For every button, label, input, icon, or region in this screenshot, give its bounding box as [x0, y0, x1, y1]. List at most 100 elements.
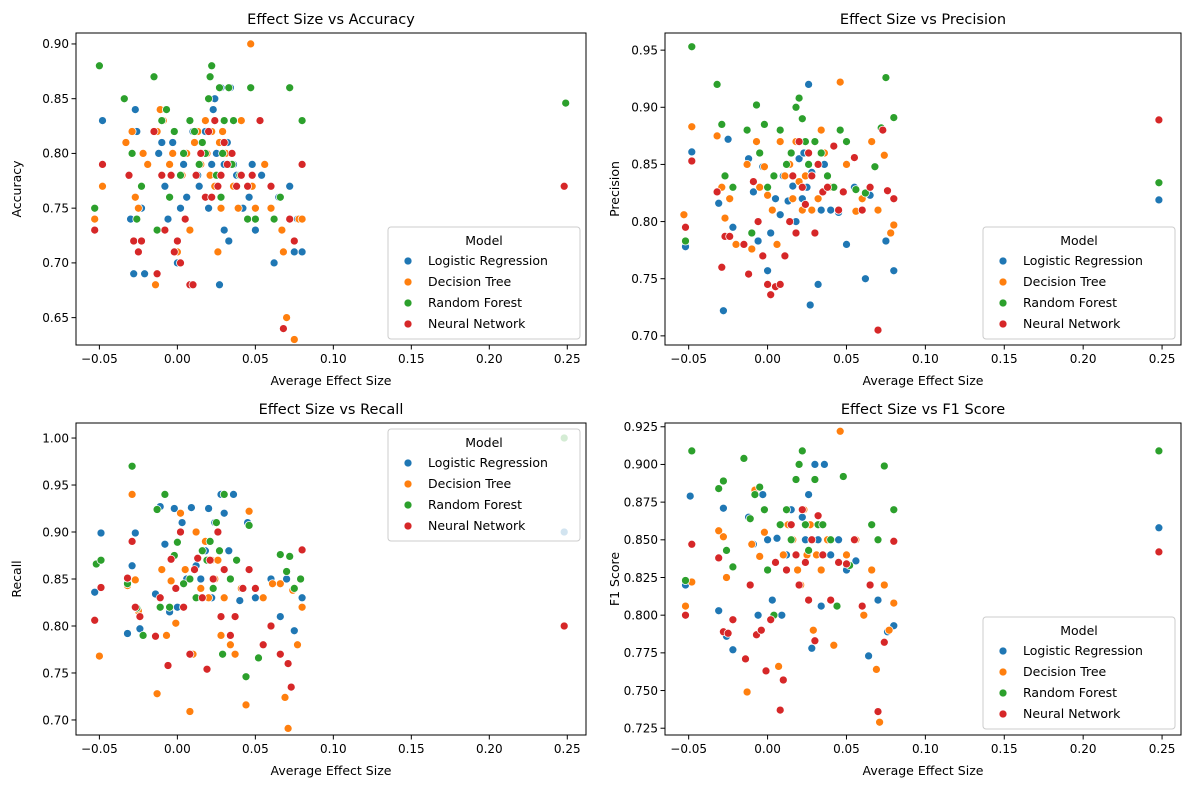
data-point	[1154, 446, 1164, 456]
data-point	[283, 724, 293, 733]
data-point	[151, 280, 160, 290]
data-point	[760, 527, 769, 537]
data-point	[260, 160, 270, 169]
data-point	[763, 535, 772, 545]
data-point	[279, 324, 288, 333]
data-point	[286, 682, 296, 692]
data-point	[247, 160, 257, 169]
data-point	[224, 546, 234, 556]
data-point	[850, 153, 859, 162]
x-tick-label: 0.25	[1149, 352, 1176, 366]
data-point	[90, 225, 100, 235]
x-tick-label: 0.25	[554, 742, 581, 756]
data-point	[834, 535, 843, 545]
data-point	[873, 325, 883, 335]
data-point	[127, 127, 137, 136]
data-point	[219, 138, 229, 147]
data-point	[165, 192, 174, 202]
data-point	[728, 182, 738, 192]
x-tick-label: 0.10	[912, 352, 939, 366]
data-point	[285, 181, 295, 191]
data-point	[753, 217, 763, 226]
data-point	[712, 187, 722, 197]
y-tick-label: 0.90	[42, 525, 69, 539]
y-tick-label: 0.725	[624, 722, 658, 736]
data-point	[791, 475, 801, 484]
data-point	[714, 606, 724, 616]
data-point	[763, 266, 772, 276]
data-point	[155, 602, 165, 612]
data-point	[760, 162, 769, 172]
data-point	[865, 182, 875, 192]
data-point	[138, 149, 148, 158]
data-point	[797, 446, 807, 456]
data-point	[251, 214, 260, 224]
data-point	[208, 105, 218, 114]
data-point	[763, 280, 772, 289]
data-point	[829, 640, 839, 650]
data-point	[157, 116, 167, 125]
data-point	[782, 565, 791, 575]
data-point	[714, 526, 724, 536]
data-point	[215, 83, 224, 93]
data-point	[771, 558, 780, 567]
data-point	[166, 576, 176, 586]
data-point	[162, 105, 171, 114]
data-point	[204, 94, 213, 104]
data-point	[196, 574, 206, 584]
data-point	[190, 127, 199, 136]
data-point	[747, 244, 757, 254]
data-point	[559, 621, 569, 631]
data-point	[130, 602, 140, 612]
data-point	[745, 514, 755, 524]
data-point	[1154, 115, 1164, 125]
data-point	[285, 83, 295, 93]
x-tick-label: 0.05	[242, 352, 269, 366]
data-point	[134, 247, 143, 257]
data-point	[714, 484, 724, 493]
data-point	[816, 565, 826, 575]
data-point	[561, 98, 571, 108]
data-point	[98, 181, 107, 191]
x-axis-label: Average Effect Size	[863, 763, 984, 778]
data-point	[297, 545, 307, 555]
data-point	[176, 258, 185, 268]
x-tick-label: 0.05	[242, 742, 269, 756]
data-point	[90, 587, 100, 597]
legend-marker-logistic-regression	[998, 256, 1008, 266]
data-point	[137, 236, 146, 246]
data-point	[767, 595, 777, 605]
data-point	[842, 160, 851, 169]
data-point	[169, 504, 179, 513]
data-point	[165, 602, 174, 612]
data-point	[127, 561, 137, 571]
data-point	[804, 148, 813, 158]
data-point	[842, 550, 851, 560]
legend-marker-neural-network	[998, 319, 1008, 329]
data-point	[176, 170, 185, 180]
x-tick-label: 0.10	[912, 742, 939, 756]
data-point	[124, 170, 134, 180]
data-point	[96, 555, 106, 565]
data-point	[219, 593, 229, 603]
data-point	[98, 160, 107, 169]
data-point	[810, 475, 820, 484]
data-point	[1154, 523, 1164, 533]
data-point	[834, 205, 843, 215]
data-point	[297, 214, 307, 224]
x-tick-label: 0.25	[554, 352, 581, 366]
data-point	[224, 236, 234, 246]
data-point	[818, 550, 828, 560]
data-point	[123, 573, 132, 583]
legend-label-logistic-regression: Logistic Regression	[1023, 643, 1143, 658]
data-point	[285, 214, 295, 224]
data-point	[760, 120, 769, 129]
data-point	[190, 565, 199, 574]
legend: Model Logistic Regression Decision Tree Ran…	[982, 226, 1176, 340]
data-point	[219, 508, 229, 518]
x-tick-label: −0.05	[81, 742, 118, 756]
data-point	[233, 203, 243, 213]
data-point	[190, 138, 199, 147]
data-point	[861, 274, 870, 284]
data-point	[886, 228, 896, 238]
